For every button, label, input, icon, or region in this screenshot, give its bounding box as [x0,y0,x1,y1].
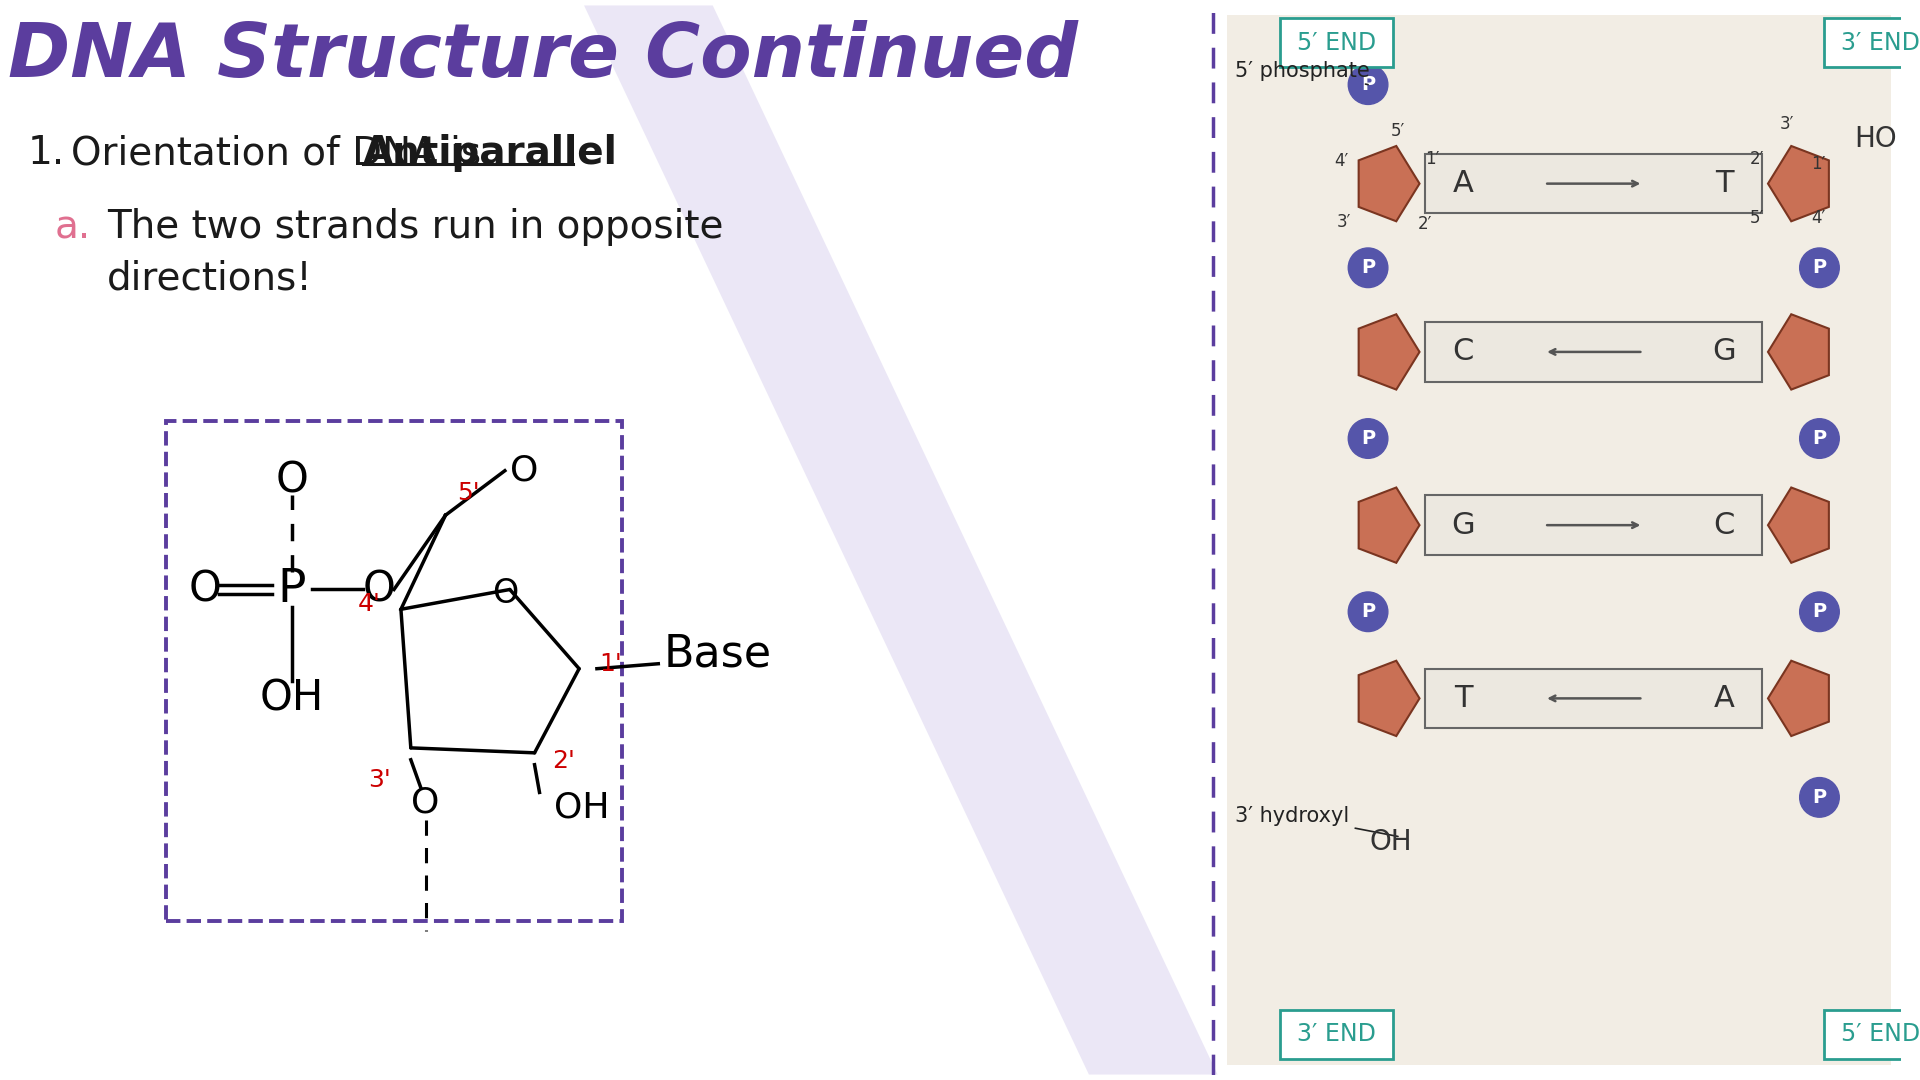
Circle shape [1799,592,1839,632]
FancyBboxPatch shape [1281,18,1392,67]
Text: A: A [1453,170,1473,198]
FancyBboxPatch shape [1281,1010,1392,1058]
Text: OH: OH [1369,828,1411,856]
Text: P: P [1361,258,1375,278]
Bar [1425,496,1763,555]
Text: 1′: 1′ [1812,154,1826,173]
Text: HO: HO [1855,125,1897,153]
Circle shape [1799,419,1839,458]
Polygon shape [1359,146,1419,221]
Text: The two strands run in opposite: The two strands run in opposite [108,208,724,246]
Text: A: A [1715,684,1736,713]
Circle shape [1348,65,1388,105]
Circle shape [1799,248,1839,287]
Bar [1425,154,1763,214]
Text: Base: Base [662,633,772,675]
Text: P: P [1812,258,1826,278]
Polygon shape [1359,487,1419,563]
Text: O: O [363,568,396,610]
Polygon shape [1768,314,1830,390]
Text: 5′ END: 5′ END [1296,30,1377,55]
Text: P: P [1812,788,1826,807]
Text: C: C [1452,337,1475,366]
Text: 1': 1' [599,651,622,676]
Text: O: O [276,460,309,501]
Text: 2′: 2′ [1417,215,1432,233]
Text: 2′: 2′ [1751,150,1764,167]
Polygon shape [1359,314,1419,390]
Text: O: O [492,577,518,610]
Text: 3′: 3′ [1336,213,1352,231]
Text: Orientation of DNA is: Orientation of DNA is [71,134,493,172]
Text: 1.: 1. [27,134,65,172]
Bar [1425,322,1763,381]
Text: a.: a. [54,208,90,246]
Bar [1425,669,1763,728]
Text: 5′: 5′ [1751,210,1764,227]
Circle shape [1799,778,1839,818]
Text: G: G [1452,511,1475,540]
Bar [167,421,622,921]
Text: O: O [511,454,538,488]
Text: T: T [1715,170,1734,198]
Polygon shape [1768,487,1830,563]
Text: C: C [1715,511,1736,540]
Text: DNA Structure Continued: DNA Structure Continued [8,21,1077,93]
Circle shape [1348,592,1388,632]
Text: 3′ hydroxyl: 3′ hydroxyl [1235,806,1398,836]
Text: 5′ END: 5′ END [1841,1023,1920,1047]
Text: 3′ END: 3′ END [1296,1023,1377,1047]
Text: P: P [1361,429,1375,448]
Text: 1′: 1′ [1425,150,1440,167]
Text: directions!: directions! [108,260,313,298]
Text: 3′: 3′ [1780,116,1795,133]
Text: 4': 4' [359,592,380,617]
Text: 5′: 5′ [1390,122,1405,140]
Text: OH: OH [555,791,611,824]
Polygon shape [1768,661,1830,737]
Text: T: T [1453,684,1473,713]
Text: O: O [411,785,440,820]
Bar [1227,15,1891,1065]
FancyBboxPatch shape [1824,1010,1920,1058]
Circle shape [1348,419,1388,458]
Text: Antiparallel: Antiparallel [363,134,618,172]
Polygon shape [1768,146,1830,221]
Text: P: P [1812,429,1826,448]
Text: P: P [1361,603,1375,621]
Text: 5′ phosphate: 5′ phosphate [1235,60,1371,84]
Text: 4′: 4′ [1812,210,1826,227]
Polygon shape [584,5,1217,1075]
Text: G: G [1713,337,1736,366]
Text: OH: OH [259,677,324,719]
FancyBboxPatch shape [1824,18,1920,67]
Text: 4′: 4′ [1334,152,1348,170]
Text: 5': 5' [457,482,480,505]
Text: 2': 2' [553,748,576,773]
Text: P: P [1361,76,1375,94]
Text: P: P [278,567,307,612]
Text: 3': 3' [369,768,392,792]
Text: O: O [188,568,221,610]
Circle shape [1348,248,1388,287]
Text: 3′ END: 3′ END [1841,30,1920,55]
Polygon shape [1359,661,1419,737]
Text: P: P [1812,603,1826,621]
